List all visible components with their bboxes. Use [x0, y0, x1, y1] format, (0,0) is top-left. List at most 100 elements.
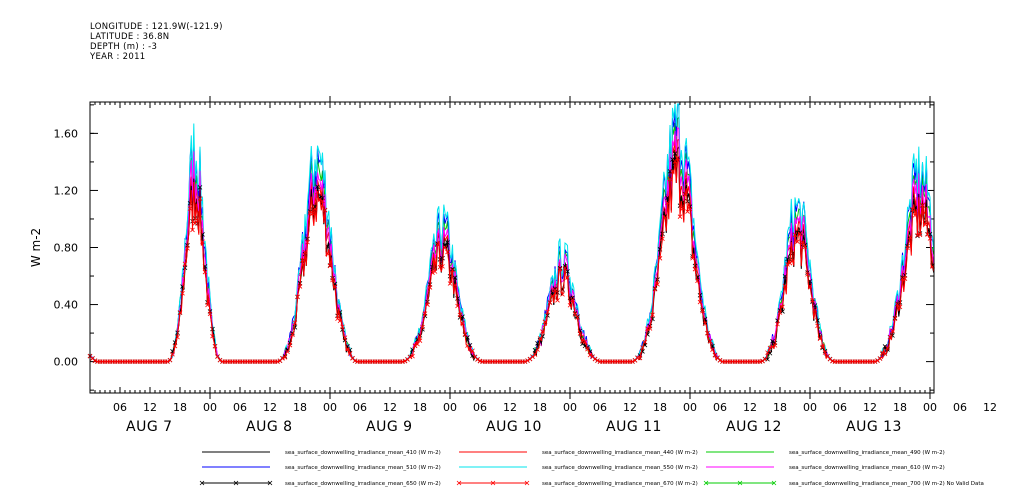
x-day-label: AUG 8	[246, 419, 293, 435]
legend-entry: sea_surface_downwelling_irradiance_mean_…	[456, 480, 698, 487]
series-marker	[457, 312, 463, 318]
marker-stroke	[302, 249, 308, 255]
series-marker	[680, 206, 685, 211]
marker-stroke	[647, 326, 653, 331]
marker-stroke	[305, 239, 310, 245]
marker-stroke	[427, 285, 433, 290]
series-marker	[927, 236, 933, 241]
x-hour-label: 06	[233, 401, 247, 414]
marker-stroke	[315, 184, 320, 190]
marker-stroke	[807, 284, 813, 289]
series-marker	[772, 343, 778, 348]
marker-stroke	[467, 346, 473, 351]
series-marker	[692, 266, 698, 272]
series-marker	[780, 304, 785, 310]
legend-marker	[703, 480, 709, 486]
marker-stroke	[812, 307, 818, 313]
marker-stroke	[472, 354, 478, 360]
legend-entry: sea_surface_downwelling_irradiance_mean_…	[202, 465, 441, 471]
marker-stroke	[532, 352, 538, 357]
legend-entry: sea_surface_downwelling_irradiance_mean_…	[706, 465, 945, 471]
series-marker	[542, 319, 548, 325]
series-marker	[217, 357, 223, 363]
marker-stroke	[805, 272, 810, 277]
series-marker	[812, 303, 818, 308]
marker-stroke	[822, 350, 828, 355]
series-marker	[807, 284, 813, 289]
marker-stroke	[460, 320, 465, 326]
series-marker	[662, 215, 668, 221]
series-marker	[660, 236, 665, 242]
series-marker	[172, 343, 178, 349]
series-marker	[802, 244, 808, 250]
x-day-label: AUG 9	[366, 419, 413, 435]
marker-stroke	[205, 302, 210, 308]
marker-stroke	[672, 159, 678, 164]
series-marker	[702, 321, 708, 326]
series-marker	[552, 287, 558, 293]
series-marker	[165, 359, 170, 364]
marker-stroke	[652, 286, 658, 292]
marker-stroke	[465, 335, 470, 340]
series-marker	[167, 357, 173, 363]
series-marker	[347, 351, 353, 356]
x-day-label: AUG 11	[606, 419, 662, 435]
series-marker	[665, 195, 670, 201]
series-marker	[450, 267, 455, 273]
x-hour-label: 12	[263, 401, 277, 414]
marker-stroke	[662, 215, 668, 221]
marker-stroke	[290, 332, 295, 337]
series-marker	[782, 273, 788, 279]
series-marker	[427, 285, 433, 290]
legend-label: sea_surface_downwelling_irradiance_mean_…	[542, 481, 698, 487]
series-marker	[695, 278, 700, 284]
plot-border	[89, 101, 935, 394]
x-hour-label: 00	[443, 401, 457, 414]
marker-stroke	[880, 350, 885, 356]
axes: 0.00 0.40 0.80 1.20 1.60 W m-2 06 12 18 00 06 12 18 0…	[29, 96, 997, 435]
y-tick-label: 1.20	[54, 184, 79, 197]
legend-marker	[737, 480, 743, 486]
marker-stroke	[450, 267, 455, 273]
metadata-header: LONGITUDE : 121.9W(-121.9) LATITUDE : 36…	[90, 22, 223, 62]
marker-stroke	[792, 232, 798, 237]
marker-stroke	[335, 316, 340, 322]
marker-stroke	[670, 169, 675, 174]
marker-stroke	[552, 286, 558, 291]
marker-stroke	[825, 353, 830, 359]
marker-stroke	[830, 358, 835, 364]
marker-stroke	[782, 273, 788, 279]
series-marker	[275, 359, 280, 364]
series-marker	[582, 339, 588, 344]
marker-stroke	[587, 352, 593, 358]
marker-stroke	[522, 359, 528, 364]
marker-stroke	[565, 269, 570, 274]
series-marker	[170, 351, 175, 357]
marker-stroke	[297, 284, 303, 289]
marker-stroke	[435, 242, 440, 247]
marker-stroke	[700, 308, 705, 314]
marker-stroke	[412, 343, 418, 349]
marker-stroke	[697, 299, 703, 305]
series-marker	[570, 297, 575, 303]
marker-stroke	[660, 236, 665, 242]
series-marker	[190, 227, 195, 233]
marker-stroke	[442, 245, 448, 250]
series-marker	[437, 264, 443, 270]
x-hour-label: 18	[893, 401, 907, 414]
marker-stroke	[215, 354, 220, 359]
x-hour-label: 18	[653, 401, 667, 414]
marker-stroke	[702, 321, 708, 326]
y-tick-label: 1.60	[54, 127, 79, 140]
series-marker	[805, 272, 810, 277]
marker-stroke	[767, 345, 773, 351]
marker-stroke	[197, 185, 203, 190]
legend: sea_surface_downwelling_irradiance_mean_…	[199, 450, 984, 487]
series-marker	[327, 263, 333, 269]
series-marker	[880, 350, 885, 356]
marker-stroke	[897, 304, 903, 310]
series-marker	[650, 312, 655, 318]
marker-stroke	[672, 151, 678, 156]
x-hour-label: 06	[713, 401, 727, 414]
x-day-label: AUG 12	[726, 419, 782, 435]
